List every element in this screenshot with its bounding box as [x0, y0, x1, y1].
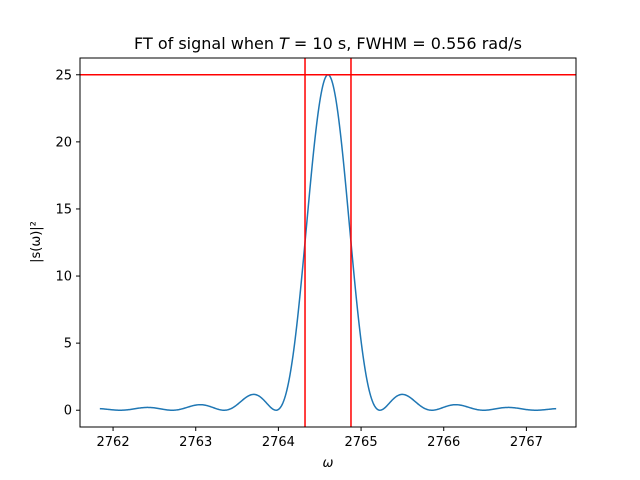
chart-title: FT of signal when T = 10 s, FWHM = 0.556… — [134, 34, 522, 53]
chart-title-variable: T — [279, 34, 290, 53]
y-tick-label: 0 — [64, 404, 72, 419]
y-tick-label: 15 — [55, 202, 72, 217]
plot-area — [80, 58, 576, 427]
x-tick-label: 2762 — [97, 435, 130, 450]
y-axis-ticks: 0 5 10 15 20 25 — [55, 68, 80, 419]
x-tick-label: 2764 — [262, 435, 295, 450]
x-tick-label: 2766 — [427, 435, 460, 450]
y-tick-label: 10 — [55, 270, 72, 285]
y-tick-label: 20 — [55, 135, 72, 150]
chart-title-prefix: FT of signal when — [134, 34, 279, 53]
y-tick-label: 25 — [55, 68, 72, 83]
x-tick-label: 2765 — [345, 435, 378, 450]
x-tick-label: 2767 — [510, 435, 543, 450]
y-axis-label: |s(ω)|² — [29, 221, 44, 263]
chart-title-suffix: = 10 s, FWHM = 0.556 rad/s — [289, 34, 522, 53]
y-tick-label: 5 — [64, 337, 72, 352]
x-axis-ticks: 2762 2763 2764 2765 2766 2767 — [97, 427, 543, 450]
axes-frame — [79, 57, 577, 428]
x-tick-label: 2763 — [179, 435, 212, 450]
series-line — [99, 73, 557, 411]
x-axis-label: ω — [323, 456, 334, 471]
